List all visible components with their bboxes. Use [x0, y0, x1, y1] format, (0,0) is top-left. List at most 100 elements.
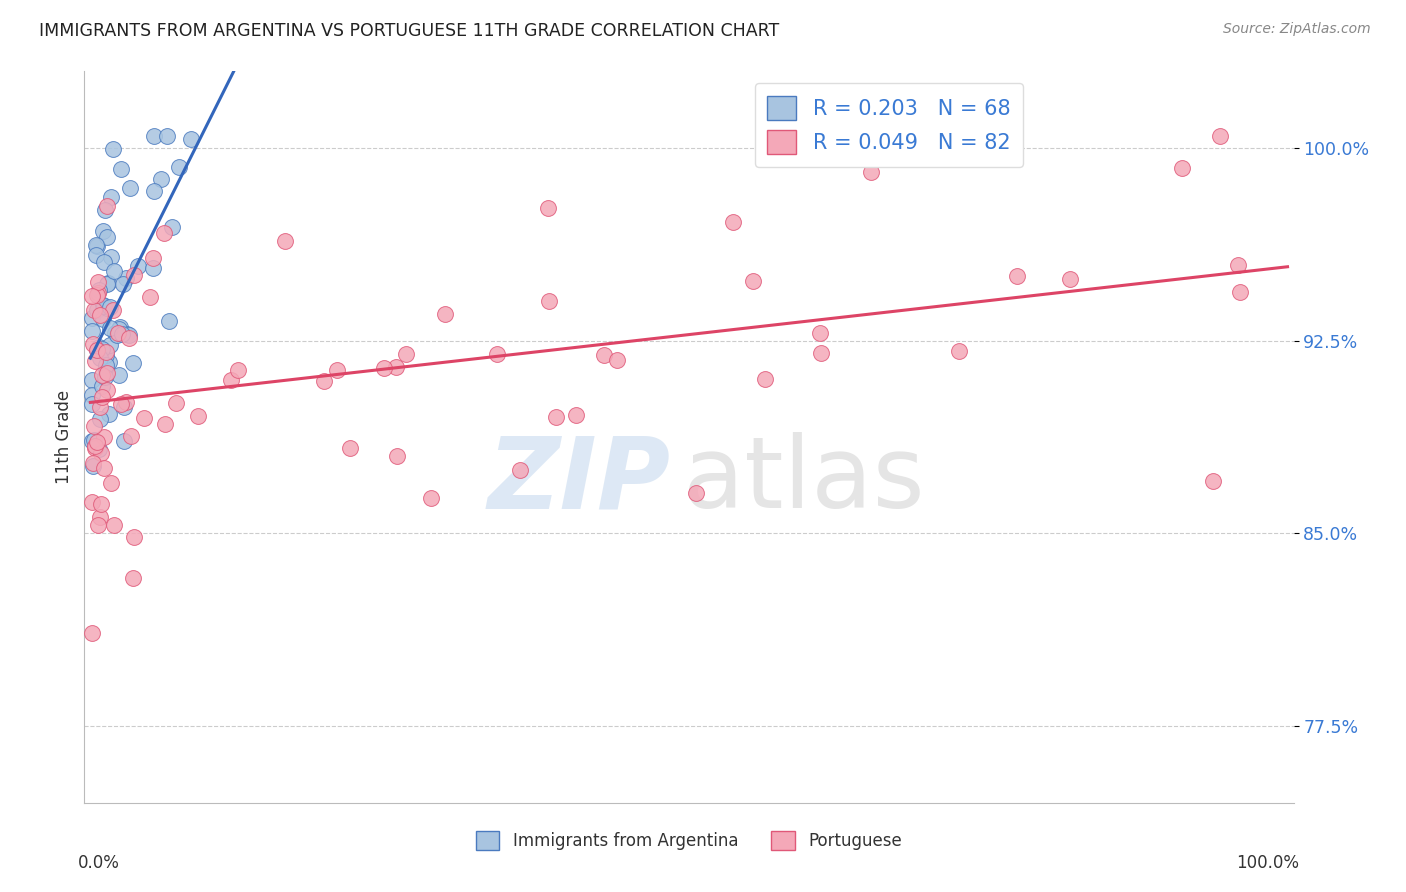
- Point: [112, 434, 135, 449]
- Point: [121, 571, 143, 585]
- Point: [157, 314, 180, 328]
- Point: [118, 328, 141, 343]
- Point: [86, 238, 108, 252]
- Point: [91, 312, 114, 326]
- Point: [395, 347, 418, 361]
- Point: [83, 433, 105, 447]
- Point: [1171, 161, 1194, 176]
- Point: [86, 343, 108, 357]
- Point: [1202, 474, 1225, 488]
- Point: [96, 230, 118, 244]
- Point: [274, 234, 297, 248]
- Point: [226, 363, 249, 377]
- Point: [103, 263, 125, 277]
- Point: [97, 407, 120, 421]
- Point: [153, 417, 176, 432]
- Point: [420, 491, 443, 506]
- Point: [103, 326, 125, 341]
- Point: [1227, 259, 1250, 273]
- Point: [80, 397, 103, 411]
- Point: [83, 419, 105, 434]
- Point: [373, 360, 395, 375]
- Point: [115, 326, 138, 341]
- Point: [80, 495, 103, 509]
- Point: [149, 172, 172, 186]
- Point: [96, 366, 118, 380]
- Point: [93, 255, 115, 269]
- Point: [96, 348, 118, 362]
- Point: [84, 354, 107, 368]
- Point: [82, 434, 104, 449]
- Point: [810, 326, 832, 340]
- Point: [93, 430, 115, 444]
- Point: [114, 395, 136, 409]
- Point: [96, 277, 118, 291]
- Point: [118, 330, 141, 344]
- Point: [1209, 128, 1232, 143]
- Text: ZIP: ZIP: [488, 433, 671, 530]
- Point: [592, 348, 614, 362]
- Point: [89, 400, 111, 414]
- Point: [103, 517, 125, 532]
- Point: [89, 509, 111, 524]
- Point: [339, 441, 361, 455]
- Point: [537, 202, 560, 216]
- Text: Source: ZipAtlas.com: Source: ZipAtlas.com: [1223, 22, 1371, 37]
- Point: [122, 530, 145, 544]
- Point: [89, 351, 111, 365]
- Point: [89, 340, 111, 354]
- Point: [89, 308, 111, 322]
- Point: [87, 442, 110, 457]
- Point: [537, 293, 560, 308]
- Point: [96, 358, 118, 372]
- Point: [100, 475, 122, 490]
- Point: [312, 375, 335, 389]
- Point: [87, 283, 110, 297]
- Text: IMMIGRANTS FROM ARGENTINA VS PORTUGUESE 11TH GRADE CORRELATION CHART: IMMIGRANTS FROM ARGENTINA VS PORTUGUESE …: [39, 22, 779, 40]
- Point: [219, 373, 242, 387]
- Point: [80, 289, 103, 303]
- Point: [84, 440, 107, 454]
- Point: [187, 409, 209, 423]
- Point: [134, 410, 156, 425]
- Point: [167, 160, 190, 174]
- Point: [721, 215, 744, 229]
- Point: [120, 428, 142, 442]
- Point: [111, 277, 134, 291]
- Point: [108, 322, 131, 336]
- Point: [859, 165, 882, 179]
- Point: [82, 456, 104, 470]
- Point: [110, 161, 132, 176]
- Point: [86, 435, 108, 450]
- Point: [565, 409, 588, 423]
- Point: [112, 400, 135, 414]
- Point: [86, 303, 108, 318]
- Point: [86, 288, 108, 302]
- Point: [110, 320, 132, 334]
- Point: [80, 311, 103, 326]
- Point: [89, 412, 111, 426]
- Text: 0.0%: 0.0%: [79, 854, 120, 872]
- Point: [83, 303, 105, 318]
- Point: [80, 324, 103, 338]
- Point: [87, 285, 110, 300]
- Point: [91, 343, 114, 357]
- Point: [948, 344, 970, 359]
- Point: [122, 356, 145, 370]
- Point: [98, 321, 121, 335]
- Legend: Immigrants from Argentina, Portuguese: Immigrants from Argentina, Portuguese: [470, 824, 908, 856]
- Point: [94, 370, 117, 384]
- Point: [84, 248, 107, 262]
- Point: [1005, 268, 1028, 283]
- Point: [96, 301, 118, 315]
- Point: [100, 190, 122, 204]
- Text: atlas: atlas: [683, 433, 925, 530]
- Point: [385, 360, 408, 375]
- Point: [685, 485, 707, 500]
- Point: [139, 290, 162, 304]
- Point: [142, 184, 165, 198]
- Point: [433, 307, 456, 321]
- Point: [105, 327, 128, 342]
- Point: [142, 261, 165, 276]
- Point: [96, 199, 118, 213]
